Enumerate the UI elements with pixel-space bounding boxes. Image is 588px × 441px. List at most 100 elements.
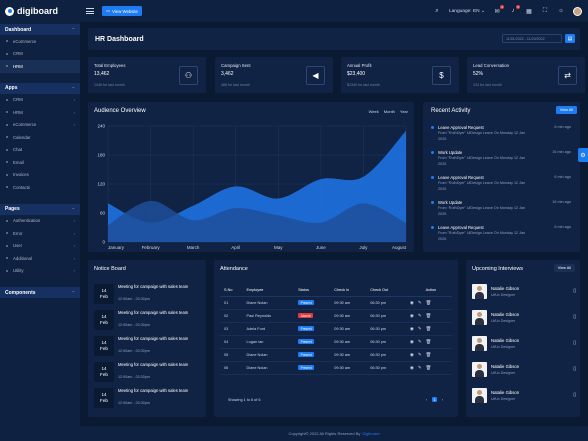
sidebar-item-invoices[interactable]: Invoices [0,169,80,182]
clipboard-icon[interactable]: ▯ [573,288,576,294]
tab-week[interactable]: Week [368,109,379,114]
sidebar-item-user[interactable]: User › [0,240,80,253]
notice-item[interactable]: 14 Feb Meeting for campaign with sales tea… [94,284,202,306]
activity-title: Work Update [438,150,463,155]
sidebar-item-ecommerce[interactable]: eCommerce › [0,119,80,132]
interview-item[interactable]: Natalie Gibson Ui/Ux Designer ▯ [472,284,576,304]
interview-item[interactable]: Natalie Gibson Ui/Ux Designer ▯ [472,362,576,382]
clipboard-icon[interactable]: ▯ [573,314,576,320]
stat-card-campaign-sent: Campaign Sent 3,462 486 for last month ◀ [215,57,333,93]
sidebar-section-components[interactable]: Components ⌃ [0,287,80,298]
table-cell: 04 [220,335,243,349]
sidebar-item-utility[interactable]: Utility › [0,265,80,278]
tab-year[interactable]: Year [399,109,408,114]
footer-brand-link[interactable]: Digiboard [362,431,380,436]
activity-item[interactable]: Work Update 16 min ago From "RuthDyer" UiD… [431,150,571,172]
sidebar-item-label: Calendar [13,134,31,140]
interview-item[interactable]: Natalie Gibson Ui/Ux Designer ▯ [472,336,576,356]
sidebar-item-authentication[interactable]: Authentication › [0,215,80,228]
edit-icon[interactable]: ✎ [417,325,422,331]
sidebar-item-contacts[interactable]: Contacts [0,181,80,194]
y-tick-label: 60 [100,211,106,216]
sidebar-item-crm[interactable]: CRM › [0,94,80,107]
activity-item[interactable]: Leave Approval Request 6 min ago From "Rut… [431,175,571,197]
prev-page-button[interactable]: ‹ [425,397,428,402]
next-page-button[interactable]: › [441,397,444,402]
sidebar-item-calendar[interactable]: Calendar [0,131,80,144]
sidebar-section-label: Components [5,289,36,296]
activity-item[interactable]: Work Update 16 min ago From "RuthDyer" UiD… [431,200,571,222]
notice-item[interactable]: 14 Feb Meeting for campaign with sales tea… [94,388,202,410]
activity-item[interactable]: Leave Approval Request 6 min ago From "Rut… [431,125,571,147]
delete-icon[interactable]: 🗑 [425,312,432,318]
settings-gear-icon[interactable]: ⚙ [578,148,588,162]
logo[interactable]: digiboard [0,0,80,22]
activity-time: 6 min ago [554,225,571,229]
clipboard-icon[interactable]: ▯ [573,340,576,346]
language-select[interactable]: Language: EN ⌄ [448,8,485,14]
tab-month[interactable]: Month [383,109,395,114]
bell-icon[interactable]: ♪ 6 [511,5,520,14]
notice-item[interactable]: 14 Feb Meeting for campaign with sales tea… [94,310,202,332]
delete-icon[interactable]: 🗑 [425,351,432,357]
notice-day: 14 [101,340,107,345]
calculator-icon[interactable]: ▦ [526,8,532,15]
calendar-button[interactable]: ▤ [565,34,575,43]
view-icon[interactable]: ◉ [409,351,414,357]
sidebar-item-additional[interactable]: Additional › [0,252,80,265]
column-header-s-no: S.No [220,284,243,297]
sidebar-item-hrm[interactable]: HRM › [0,106,80,119]
activity-item[interactable]: Leave Approval Request 6 min ago From "Rut… [431,225,571,247]
sidebar-section-apps[interactable]: Apps ⌃ [0,82,80,94]
edit-icon[interactable]: ✎ [417,364,422,370]
interviewee-name: Natalie Gibson [491,390,520,395]
edit-icon[interactable]: ✎ [417,351,422,357]
theme-icon[interactable]: ☼ [558,8,564,14]
sidebar-item-error[interactable]: Error › [0,227,80,240]
notice-month: Feb [100,398,108,403]
menu-toggle-icon[interactable] [86,8,94,14]
fullscreen-icon[interactable]: ⛶ [542,7,548,14]
view-icon[interactable]: ◉ [409,325,414,331]
view-icon[interactable]: ◉ [409,364,414,370]
sidebar-section-pages[interactable]: Pages ⌃ [0,203,80,215]
notice-text: Meeting for campaign with sales team [118,284,189,289]
user-avatar[interactable] [573,6,582,16]
activity-view-all-button[interactable]: View All [555,106,577,114]
view-website-button[interactable]: ▭ View Website [102,6,142,16]
view-icon[interactable]: ◉ [409,299,414,305]
delete-icon[interactable]: 🗑 [425,299,432,305]
attendance-panel: Attendance S.No Employee Status Check In Che… [214,260,458,417]
notice-item[interactable]: 14 Feb Meeting for campaign with sales tea… [94,362,202,384]
delete-icon[interactable]: 🗑 [425,364,432,370]
edit-icon[interactable]: ✎ [417,299,422,305]
table-cell: Absent [294,309,331,323]
sidebar-section-dashboard[interactable]: Dashboard ⌃ [0,24,80,35]
y-tick-label: 0 [102,240,105,245]
sidebar-item-hrm[interactable]: HRM [0,60,80,73]
view-icon[interactable]: ◉ [409,312,414,318]
message-icon[interactable]: ✉ 2 [494,5,504,15]
table-cell: Diane Nolan [242,348,295,362]
sidebar-item-chat[interactable]: Chat [0,144,80,157]
view-icon[interactable]: ◉ [409,338,414,344]
delete-icon[interactable]: 🗑 [425,338,432,344]
search-icon[interactable]: ⌕ [435,7,439,14]
date-range-input[interactable]: 11/01/2022 - 11/29/2022 [502,34,562,43]
clipboard-icon[interactable]: ▯ [573,366,576,372]
edit-icon[interactable]: ✎ [417,312,422,318]
interviews-view-all-button[interactable]: View All [553,264,575,272]
interview-item[interactable]: Natalie Gibson Ui/Ux Designer ▯ [472,388,576,408]
sidebar-item-email[interactable]: Email [0,156,80,169]
edit-icon[interactable]: ✎ [417,338,422,344]
delete-icon[interactable]: 🗑 [425,325,432,331]
chevron-right-icon: › [73,218,75,224]
clipboard-icon[interactable]: ▯ [573,392,576,398]
interview-item[interactable]: Natalie Gibson Ui/Ux Designer ▯ [472,310,576,330]
status-badge: Present [298,338,315,345]
page-1-button[interactable]: 1 [432,397,437,402]
notice-item[interactable]: 14 Feb Meeting for campaign with sales tea… [94,336,202,358]
x-tick-label: July [359,245,368,250]
sidebar-item-crm[interactable]: CRM [0,48,80,61]
sidebar-item-ecommerce[interactable]: eCommerce [0,35,80,48]
